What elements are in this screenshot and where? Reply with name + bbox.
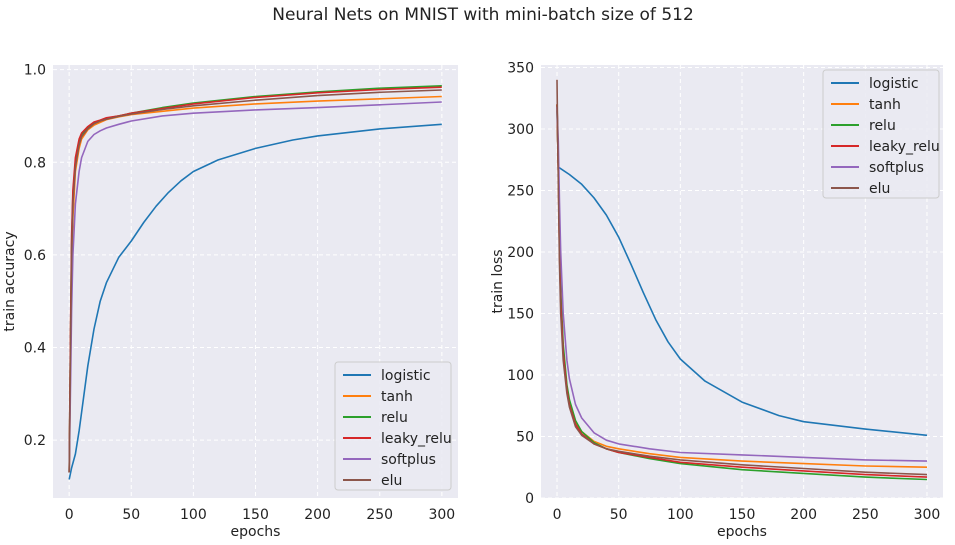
x-tick-label: 250	[366, 507, 393, 523]
y-tick-label: 100	[507, 368, 534, 384]
x-tick-label: 200	[790, 507, 817, 523]
y-tick-label: 0.4	[24, 340, 46, 356]
x-tick-label: 50	[122, 507, 140, 523]
y-tick-label: 0.8	[24, 155, 46, 171]
y-axis-label: train loss	[490, 249, 506, 313]
series-line-softplus	[556, 106, 928, 462]
x-tick-label: 300	[428, 507, 455, 523]
x-tick-label: 0	[65, 507, 74, 523]
y-tick-label: 150	[507, 306, 534, 322]
legend-label: elu	[381, 473, 402, 489]
x-tick-label: 0	[553, 507, 562, 523]
series-line-elu	[68, 89, 442, 473]
y-tick-label: 0.2	[24, 433, 46, 449]
series-line-elu	[556, 79, 928, 476]
series-line-leaky-relu	[68, 86, 442, 473]
legend-label: logistic	[381, 368, 431, 384]
y-axis-label: train accuracy	[2, 231, 18, 331]
x-axis-label: epochs	[231, 524, 281, 540]
legend-label: softplus	[869, 160, 924, 176]
x-tick-label: 200	[304, 507, 331, 523]
series-line-logistic	[68, 123, 442, 480]
legend-label: relu	[869, 118, 896, 134]
legend-label: elu	[869, 181, 890, 197]
legend: logistic tanh relu leaky_relu softplus elu	[822, 69, 940, 199]
series-line-softplus	[68, 101, 442, 473]
x-axis-label: epochs	[717, 524, 767, 540]
legend-label: tanh	[869, 97, 901, 113]
figure-title: Neural Nets on MNIST with mini-batch siz…	[272, 5, 694, 25]
legend-label: leaky_relu	[381, 431, 452, 447]
loss-chart: 0 50 100 150 200 250 300 0 50 100 150 200 250 300 350 e…	[490, 60, 943, 540]
y-tick-label: 0.6	[24, 248, 46, 264]
series-line-logistic	[556, 110, 928, 437]
y-tick-label: 1.0	[24, 63, 46, 79]
y-tick-label: 300	[507, 122, 534, 138]
accuracy-chart: 0 50 100 150 200 250 300 0.2 0.4 0.6 0.8 1.0 epochs t…	[2, 63, 458, 540]
legend-label: tanh	[381, 389, 413, 405]
legend-label: logistic	[869, 76, 919, 92]
legend-label: softplus	[381, 452, 436, 468]
y-tick-label: 200	[507, 245, 534, 261]
x-tick-label: 150	[729, 507, 756, 523]
y-tick-label: 350	[507, 60, 534, 76]
y-tick-label: 50	[516, 429, 534, 445]
x-tick-label: 250	[852, 507, 879, 523]
x-tick-label: 300	[914, 507, 941, 523]
legend-label: relu	[381, 410, 408, 426]
y-tick-label: 0	[525, 491, 534, 507]
y-tick-label: 250	[507, 183, 534, 199]
legend-label: leaky_relu	[869, 139, 940, 155]
x-tick-label: 50	[610, 507, 628, 523]
x-tick-label: 100	[180, 507, 207, 523]
x-tick-label: 150	[242, 507, 269, 523]
x-tick-label: 100	[667, 507, 694, 523]
legend: logistic tanh relu leaky_relu softplus elu	[334, 361, 452, 491]
